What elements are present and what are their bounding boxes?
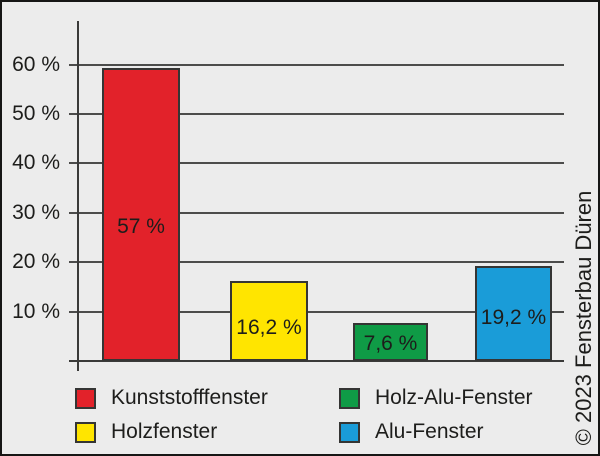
y-tick-label-10: 10 % xyxy=(12,300,60,323)
legend-label: Holzfenster xyxy=(111,420,218,443)
x-axis-line xyxy=(69,360,564,362)
legend-swatch-red xyxy=(75,387,96,409)
bar-value-label-holzfenster: 16,2 % xyxy=(236,316,302,339)
legend-label: Kunststofffenster xyxy=(111,386,268,409)
y-tick-label-20: 20 % xyxy=(12,250,60,273)
y-tick-label-30: 30 % xyxy=(12,201,60,224)
gridline-50 xyxy=(69,113,564,115)
copyright-text: © 2023 Fensterbau Düren xyxy=(571,190,596,446)
legend-swatch-yellow xyxy=(75,421,96,443)
bar-kunststofffenster xyxy=(102,68,180,361)
bar-alu-fenster xyxy=(475,266,552,361)
bar-holz-alu-fenster xyxy=(353,323,428,361)
legend-label: Holz-Alu-Fenster xyxy=(375,386,533,409)
gridline-60 xyxy=(69,64,564,66)
legend-item-holzfenster: Holzfenster xyxy=(75,420,217,444)
bar-value-label-holz-alu-fenster: 7,6 % xyxy=(363,332,418,355)
legend-item-kunststofffenster: Kunststofffenster xyxy=(75,386,268,410)
gridline-30 xyxy=(69,212,564,214)
legend-label: Alu-Fenster xyxy=(375,420,484,443)
y-tick-label-40: 40 % xyxy=(12,151,60,174)
legend-swatch-blue xyxy=(339,421,360,443)
gridline-20 xyxy=(69,261,564,263)
legend-item-alu-fenster: Alu-Fenster xyxy=(339,420,484,444)
gridline-40 xyxy=(69,162,564,164)
gridline-10 xyxy=(69,311,564,313)
legend-swatch-green xyxy=(339,387,360,409)
bar-value-label-kunststofffenster: 57 % xyxy=(117,215,165,238)
y-axis-line xyxy=(77,21,79,371)
y-tick-label-50: 50 % xyxy=(12,102,60,125)
y-tick-label-60: 60 % xyxy=(12,53,60,76)
legend-item-holz-alu-fenster: Holz-Alu-Fenster xyxy=(339,386,533,410)
bar-holzfenster xyxy=(230,281,308,361)
bar-value-label-alu-fenster: 19,2 % xyxy=(480,306,547,329)
